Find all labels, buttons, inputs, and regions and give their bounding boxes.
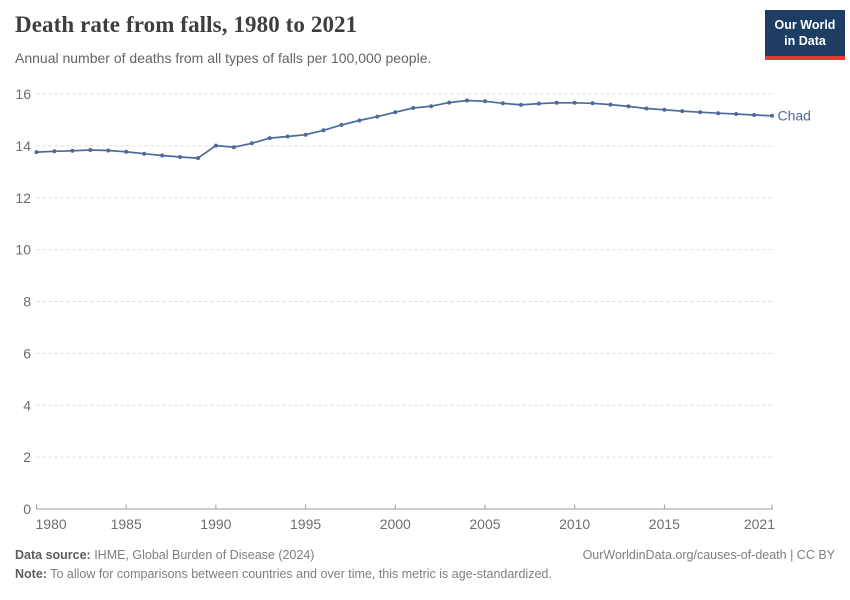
data-point[interactable]: [285, 134, 290, 139]
data-point[interactable]: [213, 143, 218, 148]
owid-logo-line2: in Data: [784, 34, 826, 49]
data-point[interactable]: [572, 100, 577, 105]
data-point[interactable]: [303, 132, 308, 137]
x-axis-tick-label: 2021: [744, 516, 775, 532]
x-axis-tick-label: 1985: [111, 516, 142, 532]
data-point[interactable]: [716, 111, 721, 116]
data-point[interactable]: [500, 101, 505, 106]
series-end-label[interactable]: Chad: [778, 107, 811, 123]
y-axis-tick-label: 6: [23, 345, 31, 361]
data-point[interactable]: [196, 156, 200, 161]
data-point[interactable]: [70, 148, 75, 153]
data-point[interactable]: [52, 149, 57, 154]
data-point[interactable]: [267, 136, 272, 141]
data-point[interactable]: [375, 114, 380, 119]
y-axis-tick-label: 2: [23, 449, 31, 465]
data-point[interactable]: [339, 122, 344, 127]
data-point[interactable]: [770, 113, 774, 118]
owid-logo[interactable]: Our World in Data: [765, 10, 845, 60]
data-point[interactable]: [178, 155, 182, 159]
line-chart[interactable]: 0 2 4 6 8 10 12 14 16 1980 1985 1990 1995 2000 2005 201…: [0, 80, 850, 540]
data-point[interactable]: [321, 128, 326, 133]
data-point[interactable]: [536, 101, 541, 106]
data-point[interactable]: [34, 150, 39, 155]
data-point[interactable]: [465, 98, 469, 103]
data-point[interactable]: [518, 102, 523, 107]
y-axis-tick-label: 16: [15, 86, 31, 102]
data-point[interactable]: [483, 99, 487, 104]
x-axis-tick-label: 1990: [200, 516, 231, 532]
data-point[interactable]: [231, 145, 236, 150]
owid-url-link[interactable]: OurWorldinData.org/causes-of-death | CC …: [582, 548, 835, 562]
data-point[interactable]: [698, 110, 703, 115]
x-axis-tick-label: 2005: [469, 516, 500, 532]
data-point[interactable]: [106, 148, 111, 153]
chart-subtitle: Annual number of deaths from all types o…: [15, 50, 432, 66]
data-source: Data source: IHME, Global Burden of Dise…: [15, 546, 314, 565]
y-axis-tick-label: 10: [15, 242, 31, 258]
data-point[interactable]: [608, 102, 613, 107]
data-point[interactable]: [626, 104, 631, 109]
data-point[interactable]: [662, 107, 667, 112]
data-point[interactable]: [249, 141, 254, 146]
data-point[interactable]: [160, 153, 165, 158]
x-axis-tick-label: 1995: [290, 516, 321, 532]
note: Note: To allow for comparisons between c…: [15, 567, 552, 581]
x-axis-tick-label: 1980: [36, 516, 67, 532]
chart-area[interactable]: 0 2 4 6 8 10 12 14 16 1980 1985 1990 1995 2000 2005 201…: [0, 80, 850, 540]
data-point[interactable]: [680, 109, 685, 114]
y-axis-tick-label: 8: [23, 294, 31, 310]
owid-logo-line1: Our World: [774, 18, 836, 32]
data-point[interactable]: [429, 104, 434, 109]
x-axis-tick-label: 2010: [559, 516, 590, 532]
data-source-label: Data source:: [15, 548, 91, 562]
series-line-chad: [35, 99, 773, 159]
data-source-text: IHME, Global Burden of Disease (2024): [90, 548, 315, 562]
data-point[interactable]: [554, 100, 559, 105]
y-axis-tick-label: 4: [23, 397, 31, 413]
data-point[interactable]: [734, 112, 739, 116]
page-title: Death rate from falls, 1980 to 2021: [15, 12, 358, 37]
note-label: Note:: [15, 566, 47, 581]
y-axis-tick-label: 14: [15, 138, 31, 154]
x-axis-tick-label: 2000: [380, 516, 411, 532]
data-point[interactable]: [447, 100, 452, 105]
data-point[interactable]: [411, 106, 416, 110]
data-point[interactable]: [124, 149, 129, 154]
data-point[interactable]: [142, 151, 147, 156]
chart-footer: Data source: IHME, Global Burden of Dise…: [15, 546, 835, 584]
data-point[interactable]: [393, 110, 398, 115]
y-axis-tick-label: 0: [23, 501, 31, 517]
data-point[interactable]: [357, 118, 362, 123]
note-text: To allow for comparisons between countri…: [46, 566, 552, 581]
y-axis-tick-label: 12: [15, 190, 31, 206]
data-point[interactable]: [644, 106, 649, 111]
data-point[interactable]: [88, 148, 93, 152]
data-point[interactable]: [590, 101, 595, 106]
x-axis-tick-label: 2015: [649, 516, 680, 532]
data-point[interactable]: [752, 113, 757, 117]
